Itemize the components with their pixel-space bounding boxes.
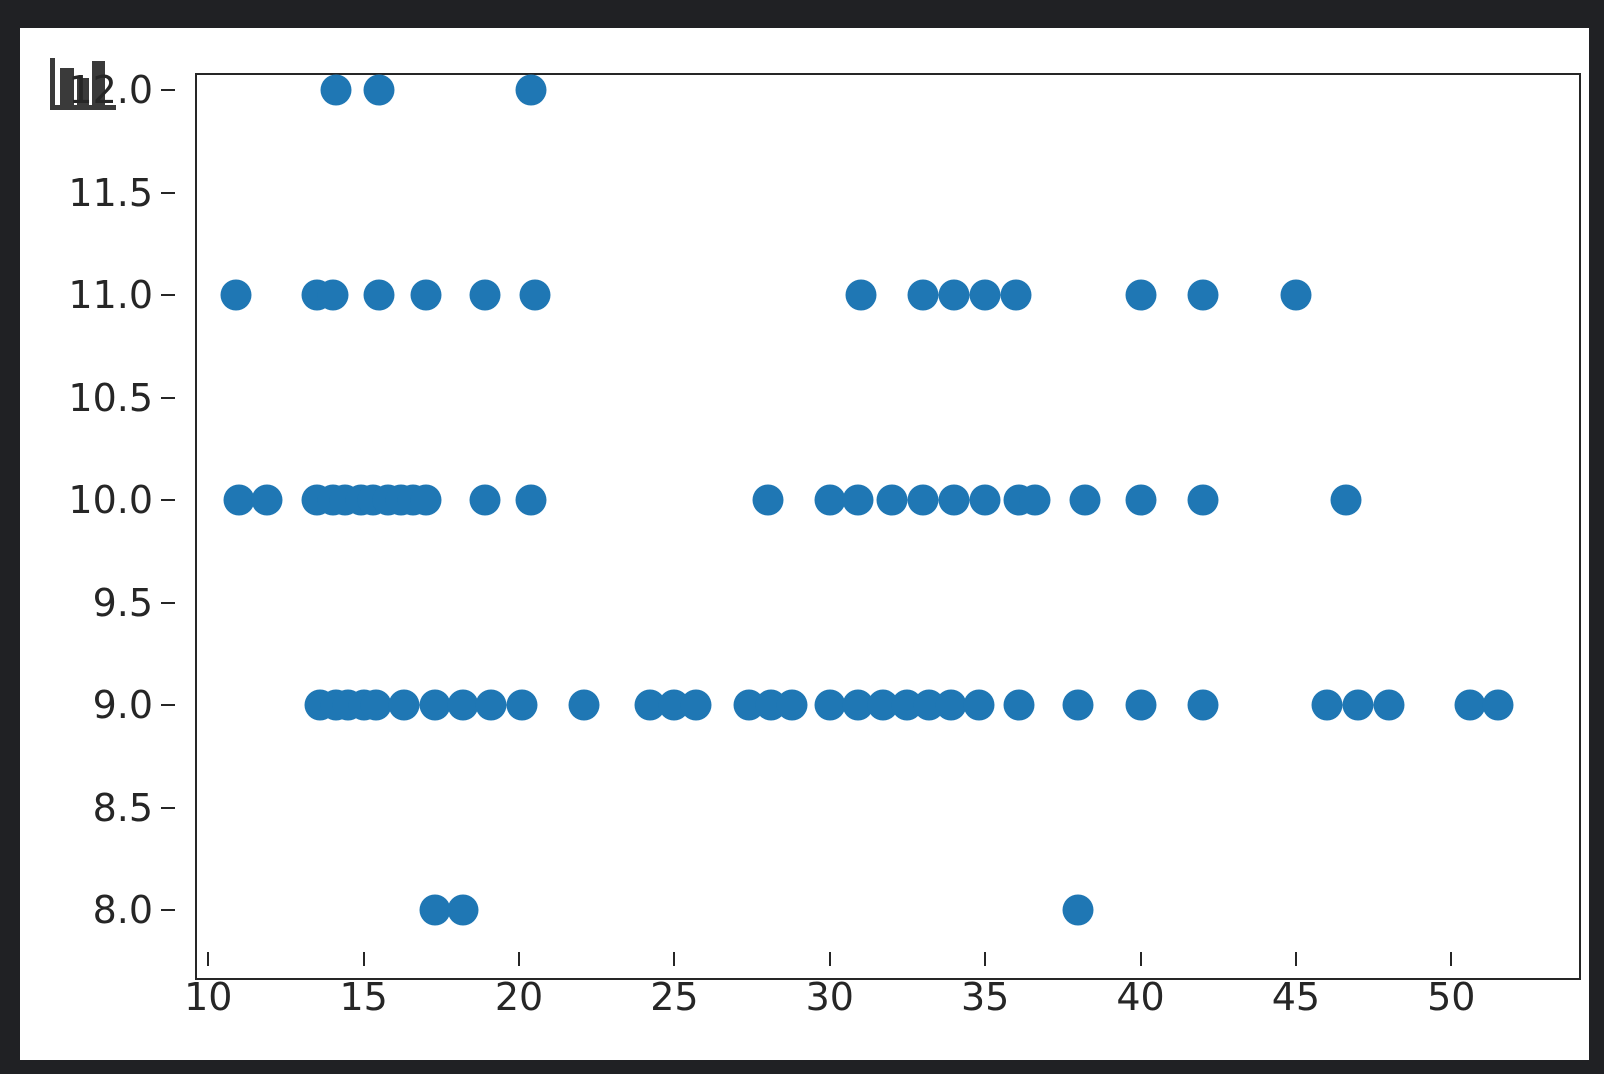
scatter-point [447, 894, 479, 926]
y-tick-label: 8.0 [92, 888, 153, 933]
x-tick [984, 951, 987, 966]
scatter-point [907, 484, 939, 516]
y-tick-label: 10.5 [68, 375, 153, 420]
y-tick-label: 8.5 [92, 785, 153, 830]
scatter-point [1062, 894, 1094, 926]
scatter-point [1330, 484, 1362, 516]
y-tick-label: 9.5 [92, 580, 153, 625]
x-tick-label: 20 [494, 974, 544, 1019]
scatter-point [1482, 689, 1514, 721]
scatter-point [938, 484, 970, 516]
scatter-point [1019, 484, 1051, 516]
scatter-point [317, 279, 349, 311]
y-tick [161, 806, 175, 809]
scatter-point [814, 484, 846, 516]
scatter-point [1125, 279, 1157, 311]
y-tick [161, 601, 175, 604]
x-tick [673, 951, 676, 966]
scatter-point [935, 689, 967, 721]
scatter-point [907, 279, 939, 311]
scatter-point [568, 689, 600, 721]
x-tick-label: 25 [650, 974, 699, 1019]
scatter-point [515, 74, 547, 106]
x-tick-label: 30 [805, 974, 854, 1019]
y-tick [161, 909, 175, 912]
y-tick [161, 499, 175, 502]
bar-chart-icon [50, 58, 116, 110]
scatter-point [1069, 484, 1101, 516]
y-tick-label: 11.5 [68, 170, 153, 215]
scatter-point [506, 689, 538, 721]
x-tick-label: 15 [339, 974, 388, 1019]
scatter-point [220, 279, 252, 311]
scatter-point [519, 279, 551, 311]
scatter-point [1187, 689, 1219, 721]
scatter-point [1187, 484, 1219, 516]
scatter-point [1062, 689, 1094, 721]
scatter-point [752, 484, 784, 516]
scatter-point [475, 689, 507, 721]
scatter-point [363, 279, 395, 311]
scatter-point [963, 689, 995, 721]
y-tick [161, 89, 175, 92]
x-tick [1294, 951, 1297, 966]
scatter-point [845, 279, 877, 311]
y-tick [161, 396, 175, 399]
scatter-point [1373, 689, 1405, 721]
x-tick [1139, 951, 1142, 966]
x-tick [362, 951, 365, 966]
scatter-point [320, 74, 352, 106]
x-tick-label: 40 [1116, 974, 1165, 1019]
scatter-point [842, 484, 874, 516]
x-tick-label: 45 [1271, 974, 1321, 1019]
y-tick-label: 12.0 [68, 68, 153, 113]
scatter-point [1311, 689, 1343, 721]
scatter-point [938, 279, 970, 311]
y-tick-label: 11.0 [68, 273, 153, 318]
scatter-point [680, 689, 712, 721]
scatter-point [969, 279, 1001, 311]
scatter-point [876, 484, 908, 516]
scatter-point [776, 689, 808, 721]
scatter-point [1125, 484, 1157, 516]
x-tick [828, 951, 831, 966]
x-tick-label: 10 [184, 974, 233, 1019]
y-tick [161, 191, 175, 194]
plot-area [195, 73, 1581, 980]
scatter-point [1000, 279, 1032, 311]
y-tick [161, 704, 175, 707]
scatter-point [419, 894, 451, 926]
x-tick [1450, 951, 1453, 966]
scatter-point [360, 689, 392, 721]
scatter-point [1125, 689, 1157, 721]
scatter-point [814, 689, 846, 721]
scatter-point [1342, 689, 1374, 721]
y-tick-label: 9.0 [92, 683, 153, 728]
scatter-point [363, 74, 395, 106]
scatter-point [469, 484, 501, 516]
scatter-point [1280, 279, 1312, 311]
scatter-point [410, 484, 442, 516]
scatter-point [469, 279, 501, 311]
scatter-point [410, 279, 442, 311]
x-tick-label: 35 [960, 974, 1010, 1019]
scatter-point [515, 484, 547, 516]
x-tick [207, 951, 210, 966]
scatter-point [1003, 689, 1035, 721]
scatter-point [1454, 689, 1486, 721]
scatter-point [223, 484, 255, 516]
x-tick-label: 50 [1427, 974, 1476, 1019]
y-tick [161, 294, 175, 297]
scatter-point [251, 484, 283, 516]
y-tick-label: 10.0 [68, 478, 153, 523]
scatter-point [1187, 279, 1219, 311]
chart-figure: 10 15 20 25 30 35 40 45 50 8.0 8.5 9.0 9.5 10.0 10.5 11… [20, 28, 1589, 1060]
scatter-point [419, 689, 451, 721]
scatter-point [969, 484, 1001, 516]
scatter-point [388, 689, 420, 721]
scatter-point [447, 689, 479, 721]
x-tick [518, 951, 520, 966]
